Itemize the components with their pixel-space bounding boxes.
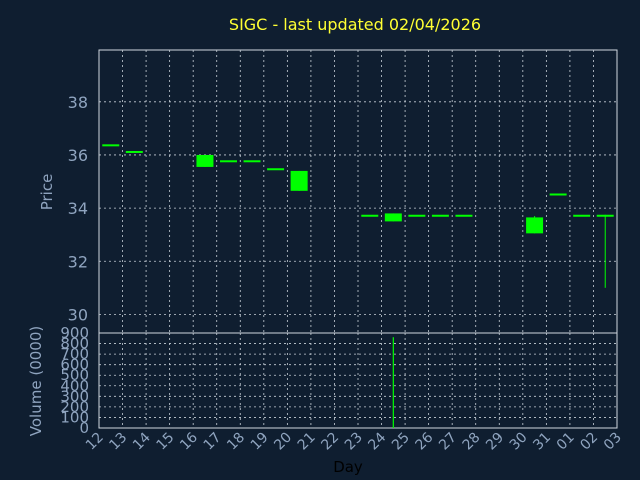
- day-tick-label: 28: [460, 430, 484, 454]
- candle-body: [455, 214, 473, 217]
- candle-body: [408, 214, 426, 217]
- day-tick-label: 16: [177, 429, 201, 453]
- price-tick-label: 36: [68, 146, 88, 165]
- day-tick-label: 30: [507, 430, 531, 454]
- volume-axis-label: Volume (0000): [27, 326, 45, 436]
- candles: [102, 144, 614, 288]
- candle-body: [102, 144, 120, 147]
- day-tick-label: 18: [224, 430, 248, 454]
- day-tick-label: 26: [413, 429, 437, 453]
- candle-body: [361, 214, 379, 217]
- day-ticks: 12 13 14 15 16 17 18 19 20 21 22 23 24 25 26 27 28 29 30 31…: [83, 429, 625, 453]
- price-y-ticks: 30 32 34 36 38: [68, 93, 88, 325]
- day-tick-label: 03: [601, 430, 625, 454]
- candle-body: [431, 214, 449, 217]
- candle-body: [384, 213, 402, 222]
- day-tick-label: 02: [577, 430, 601, 454]
- day-tick-label: 24: [365, 429, 389, 453]
- candle-body: [549, 193, 567, 196]
- candle-body: [243, 160, 261, 163]
- day-tick-label: 14: [130, 429, 154, 453]
- day-tick-label: 20: [271, 430, 295, 454]
- day-tick-label: 15: [154, 430, 178, 454]
- day-tick-label: 17: [201, 430, 225, 454]
- candle-body: [596, 214, 614, 217]
- candle-body: [125, 150, 143, 153]
- day-tick-label: 19: [248, 430, 272, 454]
- candle-body: [220, 160, 237, 163]
- day-tick-label: 13: [106, 430, 130, 454]
- candle-body: [196, 154, 214, 167]
- volume-tick-label: 500: [60, 366, 89, 384]
- volume-tick-label: 100: [60, 408, 89, 426]
- day-tick-label: 27: [436, 430, 460, 454]
- price-tick-label: 34: [68, 199, 88, 218]
- volume-tick-label: 400: [60, 377, 89, 395]
- price-grid: [99, 50, 617, 333]
- day-tick-label: 29: [483, 430, 507, 454]
- volume-tick-label: 200: [60, 398, 89, 416]
- volume-tick-label: 800: [60, 335, 89, 353]
- day-tick-label: 23: [342, 430, 366, 454]
- x-axis-label: Day: [333, 458, 363, 476]
- day-tick-label: 25: [389, 430, 413, 454]
- volume-tick-label: 0: [79, 419, 89, 437]
- price-axis-label: Price: [38, 174, 56, 211]
- candle-body: [573, 214, 591, 217]
- price-tick-label: 30: [68, 305, 88, 324]
- volume-tick-label: 300: [60, 387, 89, 405]
- volume-tick-label: 900: [60, 324, 89, 342]
- day-tick-label: 01: [554, 430, 578, 454]
- day-tick-label: 31: [530, 430, 554, 454]
- volume-tick-label: 700: [60, 345, 89, 363]
- day-tick-label: 22: [318, 430, 342, 454]
- volume-grid: [99, 333, 617, 428]
- candle-body: [267, 168, 285, 171]
- price-tick-label: 38: [68, 93, 88, 112]
- volume-tick-label: 600: [60, 356, 89, 374]
- chart-title: SIGC - last updated 02/04/2026: [229, 15, 481, 34]
- candle-body: [290, 170, 308, 191]
- day-tick-label: 21: [295, 430, 319, 454]
- price-tick-label: 32: [68, 252, 88, 271]
- candle-body: [526, 217, 544, 234]
